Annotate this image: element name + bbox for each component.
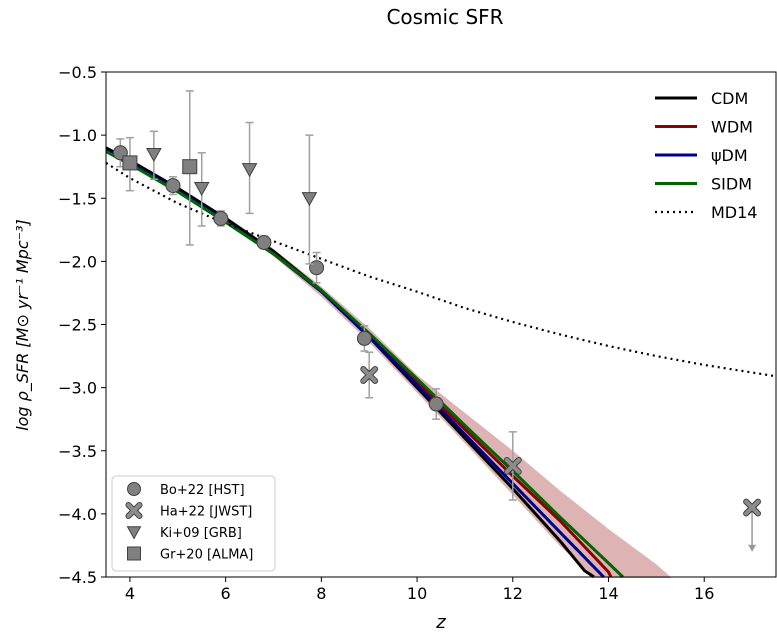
y-axis-label: log ρ_SFR [M⊙ yr⁻¹ Mpc⁻³] <box>13 219 33 431</box>
x-tick-label: 6 <box>221 584 231 603</box>
series-line <box>106 161 777 378</box>
plot-area <box>106 90 777 578</box>
data-point <box>356 330 372 346</box>
axes: 4 6 8 10 12 14 16 −0.5 −1.0 −1.5 −2.0 −2.5 −3.0 −3.5 −… <box>58 63 714 603</box>
data-point <box>428 396 444 412</box>
legend-line-label: CDM <box>711 89 748 108</box>
y-tick-label: −3.5 <box>58 442 97 461</box>
y-tick-label: −2.5 <box>58 316 97 335</box>
legend-point-label: Ha+22 [JWST] <box>160 505 252 520</box>
x-tick-label: 16 <box>694 584 714 603</box>
upper-limit-arrow <box>748 544 757 552</box>
data-point <box>193 182 210 197</box>
legend-line-label: MD14 <box>711 203 757 222</box>
y-tick-label: −0.5 <box>58 63 97 82</box>
data-point <box>241 163 258 178</box>
legend-line-label: ψDM <box>711 146 748 165</box>
y-tick-label: −1.0 <box>58 126 97 145</box>
legend-point-marker <box>127 546 141 561</box>
y-tick-label: −1.5 <box>58 189 97 208</box>
legend-point-marker <box>127 482 141 496</box>
legend-point-marker <box>125 501 143 520</box>
data-point <box>182 159 198 175</box>
legend-point-marker <box>126 526 142 540</box>
data-point <box>743 498 762 517</box>
uncertainty-band <box>225 215 671 578</box>
x-tick-label: 8 <box>316 584 326 603</box>
data-point <box>213 210 229 226</box>
data-point <box>503 456 522 475</box>
data-point <box>360 366 379 384</box>
legend-point-label: Bo+22 [HST] <box>160 483 245 498</box>
legend-line-label: SIDM <box>711 175 752 194</box>
x-tick-label: 10 <box>407 584 427 603</box>
legend-point-label: Gr+20 [ALMA] <box>160 548 253 563</box>
x-tick-label: 4 <box>125 584 135 603</box>
legend-points-box <box>111 475 276 572</box>
data-point <box>301 192 318 207</box>
data-point <box>309 260 325 276</box>
legend-lines: CDM WDM ψDM SIDM MD14 <box>655 89 757 222</box>
y-tick-label: −3.0 <box>58 379 97 398</box>
x-axis-label: z <box>435 612 446 633</box>
y-tick-label: −4.0 <box>58 505 97 524</box>
x-tick-label: 12 <box>503 584 523 603</box>
data-point <box>122 155 138 171</box>
chart-title: Cosmic SFR <box>386 5 503 29</box>
data-point <box>256 234 272 250</box>
y-tick-label: −4.5 <box>58 568 97 587</box>
y-tick-label: −2.0 <box>58 252 97 271</box>
data-point <box>146 147 162 163</box>
legend-points: Bo+22 [HST] Ha+22 [JWST] Ki+09 [GRB] Gr+20 … <box>111 475 276 572</box>
data-point <box>165 178 181 194</box>
legend-line-label: WDM <box>711 118 753 137</box>
x-tick-label: 14 <box>598 584 618 603</box>
legend-point-label: Ki+09 [GRB] <box>160 526 242 541</box>
